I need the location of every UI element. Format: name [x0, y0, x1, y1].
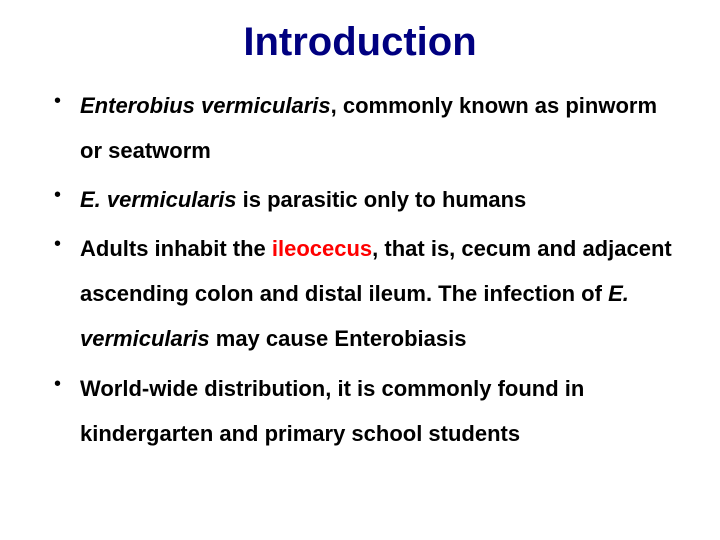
list-item: Adults inhabit the ileocecus, that is, c… [48, 226, 672, 361]
text-highlight: ileocecus [272, 236, 372, 261]
text-italic: Enterobius vermicularis [80, 93, 331, 118]
bullet-text: Enterobius vermicularis, commonly known … [80, 93, 657, 163]
bullet-text: Adults inhabit the ileocecus, that is, c… [80, 236, 672, 351]
list-item: World-wide distribution, it is commonly … [48, 366, 672, 456]
text-run: World-wide distribution, it is commonly … [80, 376, 584, 446]
slide-title: Introduction [48, 20, 672, 65]
list-item: Enterobius vermicularis, commonly known … [48, 83, 672, 173]
bullet-text: E. vermicularis is parasitic only to hum… [80, 187, 526, 212]
text-run: may cause Enterobiasis [210, 326, 467, 351]
bullet-list: Enterobius vermicularis, commonly known … [48, 83, 672, 456]
list-item: E. vermicularis is parasitic only to hum… [48, 177, 672, 222]
bullet-text: World-wide distribution, it is commonly … [80, 376, 584, 446]
text-run: Adults inhabit the [80, 236, 272, 261]
text-italic: E. vermicularis [80, 187, 237, 212]
text-run: is parasitic only to humans [237, 187, 527, 212]
